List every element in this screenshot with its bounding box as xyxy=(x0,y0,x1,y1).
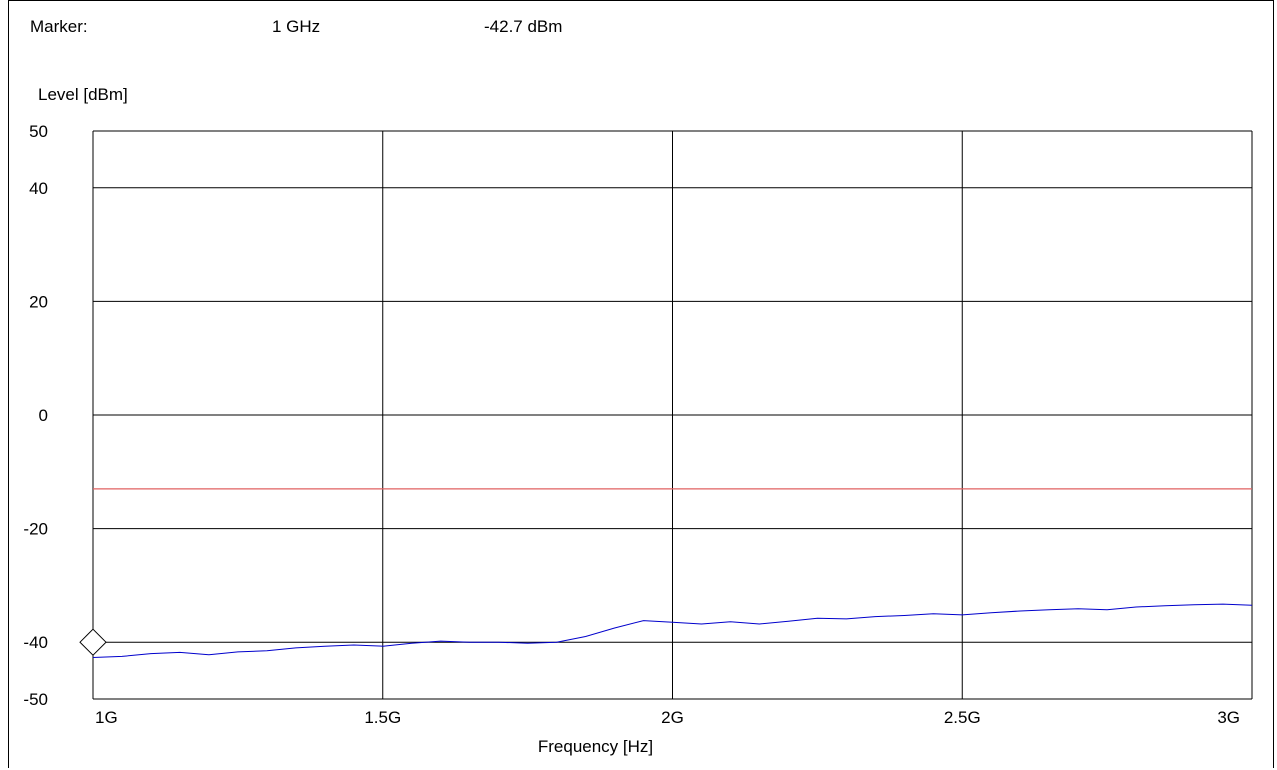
y-tick-label: 20 xyxy=(29,292,48,311)
y-tick-label: 40 xyxy=(29,179,48,198)
marker-level: -42.7 dBm xyxy=(484,17,563,36)
y-axis-label: Level [dBm] xyxy=(38,85,128,104)
marker-frequency: 1 GHz xyxy=(272,17,321,36)
x-tick-label: 2G xyxy=(661,708,684,727)
x-tick-label: 2.5G xyxy=(944,708,981,727)
y-tick-label: -20 xyxy=(23,520,48,539)
y-tick-label: -50 xyxy=(23,690,48,709)
x-tick-label: 1.5G xyxy=(364,708,401,727)
y-tick-label: -40 xyxy=(23,633,48,652)
y-tick-label: 50 xyxy=(29,122,48,141)
x-tick-label: 3G xyxy=(1217,708,1240,727)
marker-label: Marker: xyxy=(30,17,88,36)
chart-frame xyxy=(8,0,1274,768)
marker-diamond xyxy=(79,628,107,656)
x-axis-label: Frequency [Hz] xyxy=(537,737,654,756)
trace-line xyxy=(92,603,1253,658)
y-tick-label: 0 xyxy=(39,406,48,425)
x-tick-label: 1G xyxy=(95,708,118,727)
